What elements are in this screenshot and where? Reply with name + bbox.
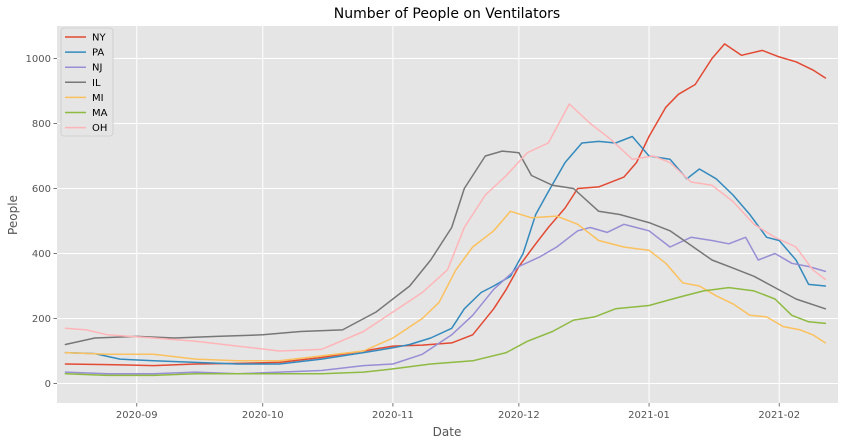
legend-label-pa: PA bbox=[92, 48, 104, 59]
gridlines bbox=[57, 26, 838, 403]
series-line-nj bbox=[64, 223, 827, 375]
y-tick-label: 1000 bbox=[26, 54, 51, 65]
x-tick-label: 2021-02 bbox=[758, 410, 800, 421]
y-tick-label: 400 bbox=[32, 249, 51, 260]
legend-label-mi: MI bbox=[92, 93, 104, 104]
x-tick-label: 2020-09 bbox=[116, 410, 158, 421]
y-tick-label: 800 bbox=[32, 119, 51, 130]
y-axis-ticks: 0 200 400 600 800 1000 bbox=[26, 54, 57, 390]
y-tick-label: 200 bbox=[32, 314, 51, 325]
x-tick-label: 2020-10 bbox=[242, 410, 284, 421]
series-layer bbox=[64, 43, 827, 377]
legend-label-ny: NY bbox=[92, 33, 106, 44]
x-axis-label: Date bbox=[433, 425, 462, 439]
y-axis-label: People bbox=[6, 195, 20, 235]
x-tick-label: 2020-12 bbox=[498, 410, 540, 421]
legend-box bbox=[60, 27, 114, 137]
legend-label-oh: OH bbox=[92, 123, 107, 134]
series-line-mi bbox=[64, 210, 827, 362]
legend: NY PA NJ IL MI MA OH bbox=[60, 27, 114, 137]
y-tick-label: 0 bbox=[45, 379, 51, 390]
series-line-pa bbox=[64, 135, 827, 365]
plot-area bbox=[57, 26, 838, 403]
legend-label-ma: MA bbox=[92, 108, 108, 119]
series-line-il bbox=[64, 150, 827, 346]
x-tick-label: 2020-11 bbox=[372, 410, 414, 421]
series-line-oh bbox=[64, 103, 827, 352]
legend-label-il: IL bbox=[92, 78, 101, 89]
x-tick-label: 2021-01 bbox=[628, 410, 670, 421]
series-line-ma bbox=[64, 286, 827, 377]
series-line-ny bbox=[64, 43, 827, 367]
y-tick-label: 600 bbox=[32, 184, 51, 195]
legend-label-nj: NJ bbox=[92, 63, 102, 74]
x-axis-ticks: 2020-09 2020-10 2020-11 2020-12 2021-01 2021-… bbox=[116, 403, 800, 421]
chart-title: Number of People on Ventilators bbox=[334, 6, 560, 22]
